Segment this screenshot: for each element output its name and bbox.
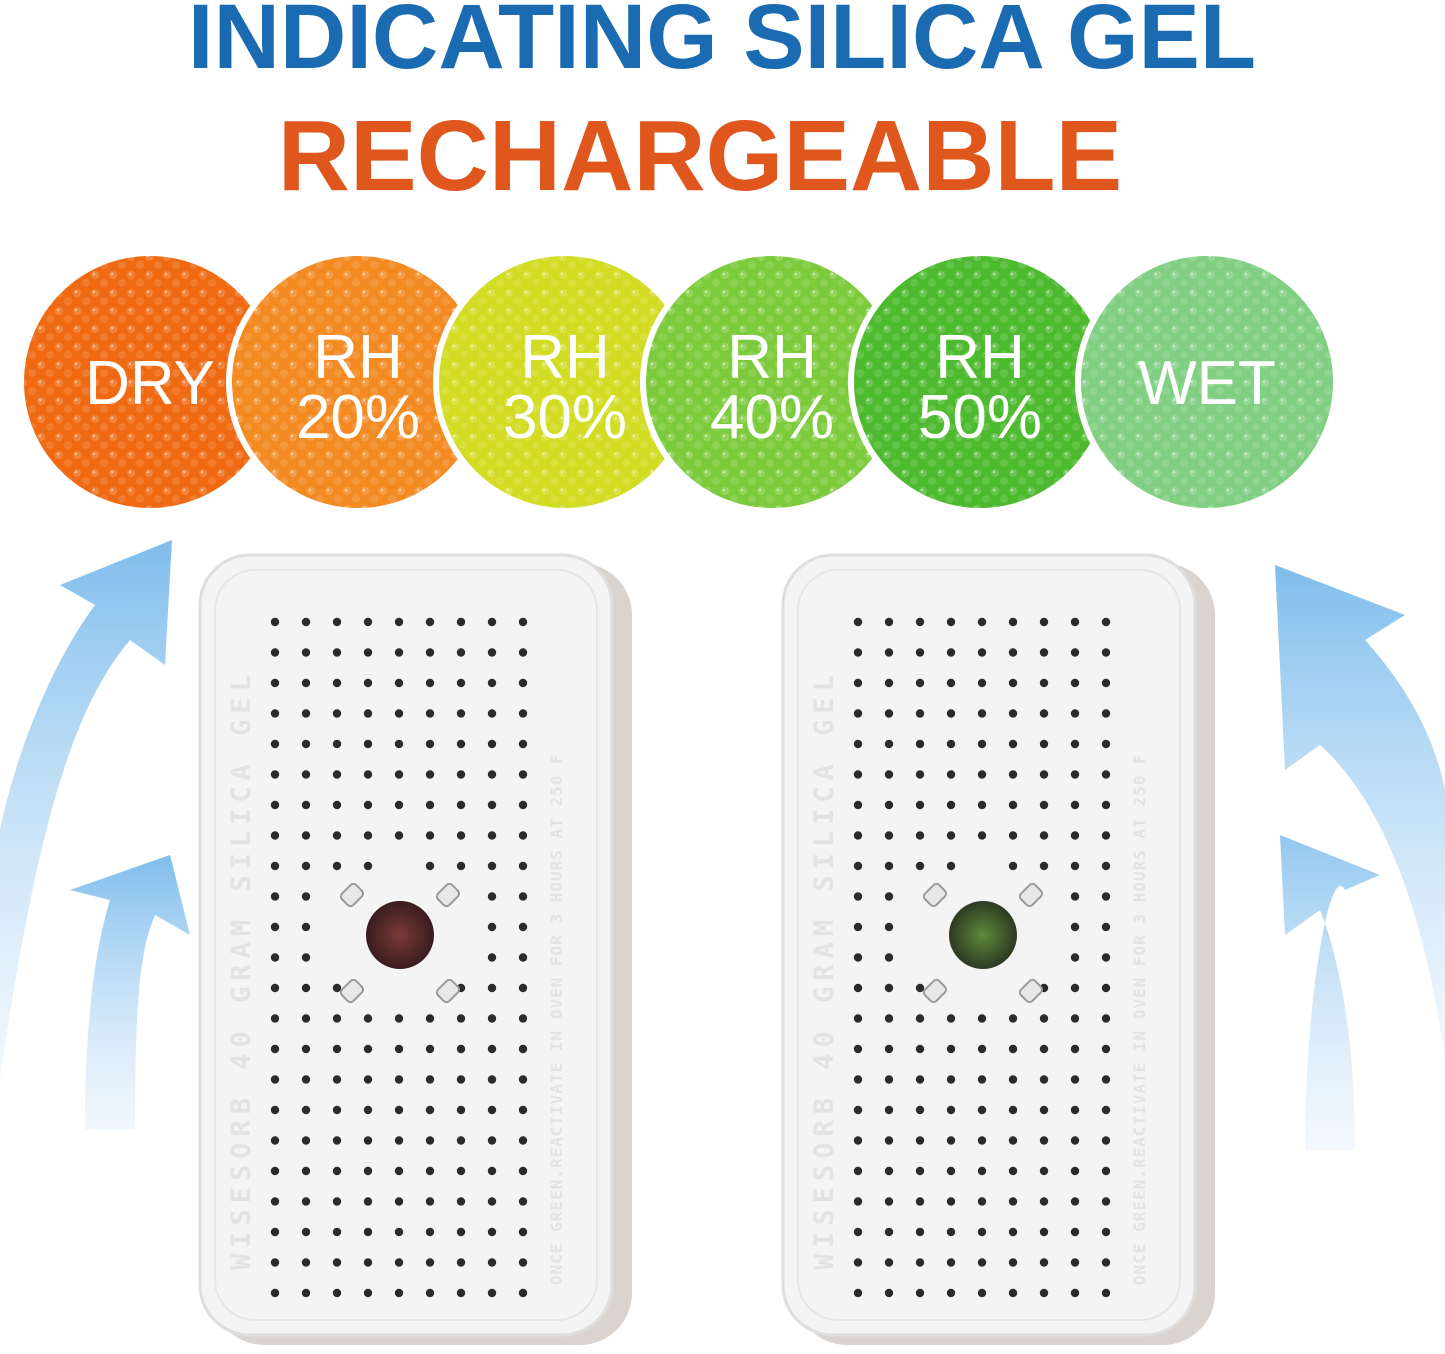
instruction-text: ONCE GREEN.REACTIVATE IN OVEN FOR 3 HOUR…: [1130, 753, 1149, 1285]
circle-label: 30%: [503, 383, 627, 452]
title-line-1: INDICATING SILICA GEL: [188, 0, 1256, 88]
circle-label: RH: [935, 323, 1025, 392]
brand-text: WISESORB 40 GRAM SILICA GEL: [226, 669, 257, 1270]
brand-text: WISESORB 40 GRAM SILICA GEL: [809, 669, 840, 1270]
canisters: WISESORB 40 GRAM SILICA GEL ONCE GREEN.RE…: [198, 553, 1215, 1345]
circle-label: DRY: [85, 349, 215, 418]
circle-label: RH: [727, 323, 817, 392]
circle-label: 20%: [296, 383, 420, 452]
indicator-window: [366, 901, 434, 969]
instruction-text: ONCE GREEN.REACTIVATE IN OVEN FOR 3 HOUR…: [547, 753, 566, 1285]
circle-label: 40%: [710, 383, 834, 452]
circle-label: 50%: [918, 383, 1042, 452]
airflow-arrows: [0, 540, 1445, 1150]
circle-label: RH: [313, 323, 403, 392]
indicator-circle: DRY: [18, 250, 282, 514]
canister: WISESORB 40 GRAM SILICA GEL ONCE GREEN.RE…: [198, 553, 632, 1345]
title-line-2: RECHARGEABLE: [278, 100, 1122, 212]
circle-label: RH: [520, 323, 610, 392]
indicator-window: [949, 901, 1017, 969]
canister: WISESORB 40 GRAM SILICA GEL ONCE GREEN.RE…: [781, 553, 1215, 1345]
circle-label: WET: [1138, 349, 1276, 418]
indicator-circle: WET: [1075, 250, 1339, 514]
